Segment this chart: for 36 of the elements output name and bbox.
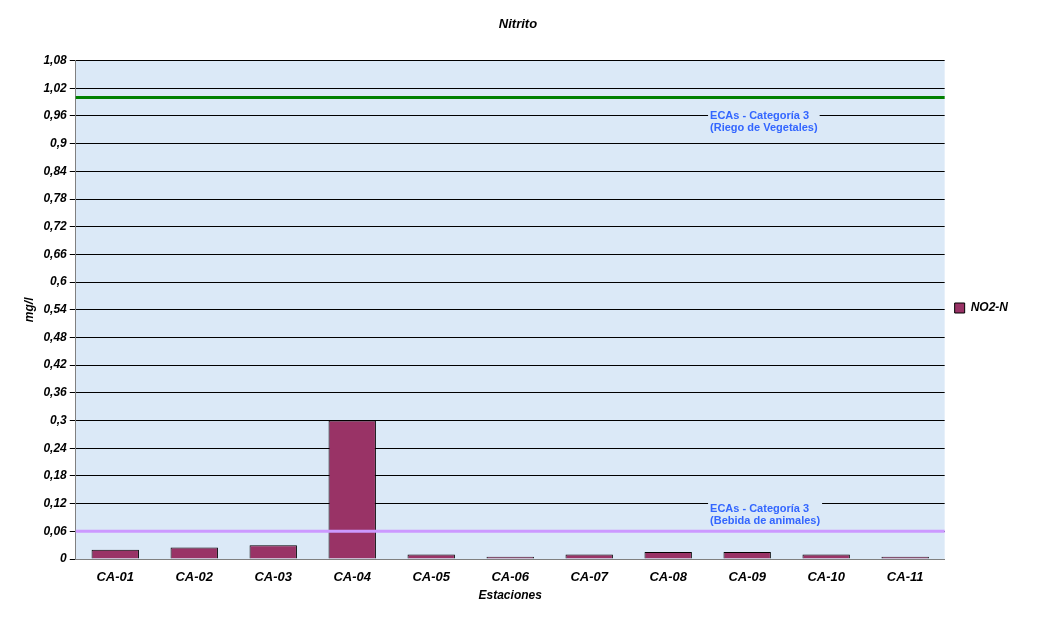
x-tick-label: CA-10 (807, 569, 846, 585)
y-tick-label: 0,42 (43, 357, 68, 372)
y-tick-label: 0,06 (43, 523, 68, 538)
legend-label: NO2-N (970, 300, 1009, 315)
chart-title: Nitrito (498, 16, 538, 32)
y-tick-label: 0,3 (50, 412, 68, 427)
y-tick-label: 1,08 (43, 52, 68, 67)
x-tick-label: CA-09 (728, 569, 767, 585)
y-axis-title: mg/l (21, 296, 36, 323)
x-tick-label: CA-11 (886, 569, 924, 585)
y-tick-label: 0,48 (43, 329, 68, 344)
y-tick-label: 0,84 (43, 163, 68, 178)
y-tick-label: 0,9 (50, 135, 68, 150)
y-tick-label: 0,54 (43, 302, 68, 317)
x-tick-label: CA-08 (649, 569, 688, 585)
ref-line-label: ECAs - Categoría 3 (Riego de Vegetales) (710, 109, 818, 134)
x-tick-label: CA-05 (412, 569, 451, 585)
x-tick-label: CA-03 (254, 569, 293, 585)
y-tick-label: 0,24 (43, 440, 68, 455)
y-tick-label: 0,78 (43, 191, 68, 206)
y-tick-label: 0,18 (43, 468, 68, 483)
y-tick-label: 0,72 (43, 219, 68, 234)
y-tick-label: 0,12 (43, 495, 68, 510)
x-tick-label: CA-04 (333, 569, 372, 585)
y-tick-label: 0,36 (43, 385, 68, 400)
y-tick-label: 0,6 (50, 274, 68, 289)
x-tick-label: CA-07 (570, 569, 609, 585)
x-axis-title: Estaciones (478, 588, 543, 603)
y-tick-label: 0,96 (43, 108, 68, 123)
x-tick-label: CA-06 (491, 569, 530, 585)
y-tick-label: 1,02 (43, 80, 68, 95)
x-tick-label: CA-01 (96, 569, 135, 585)
y-tick-label: 0,66 (43, 246, 68, 261)
y-tick-label: 0 (60, 551, 68, 566)
x-tick-label: CA-02 (175, 569, 214, 585)
ref-line-label: ECAs - Categoría 3 (Bebida de animales) (710, 501, 821, 526)
